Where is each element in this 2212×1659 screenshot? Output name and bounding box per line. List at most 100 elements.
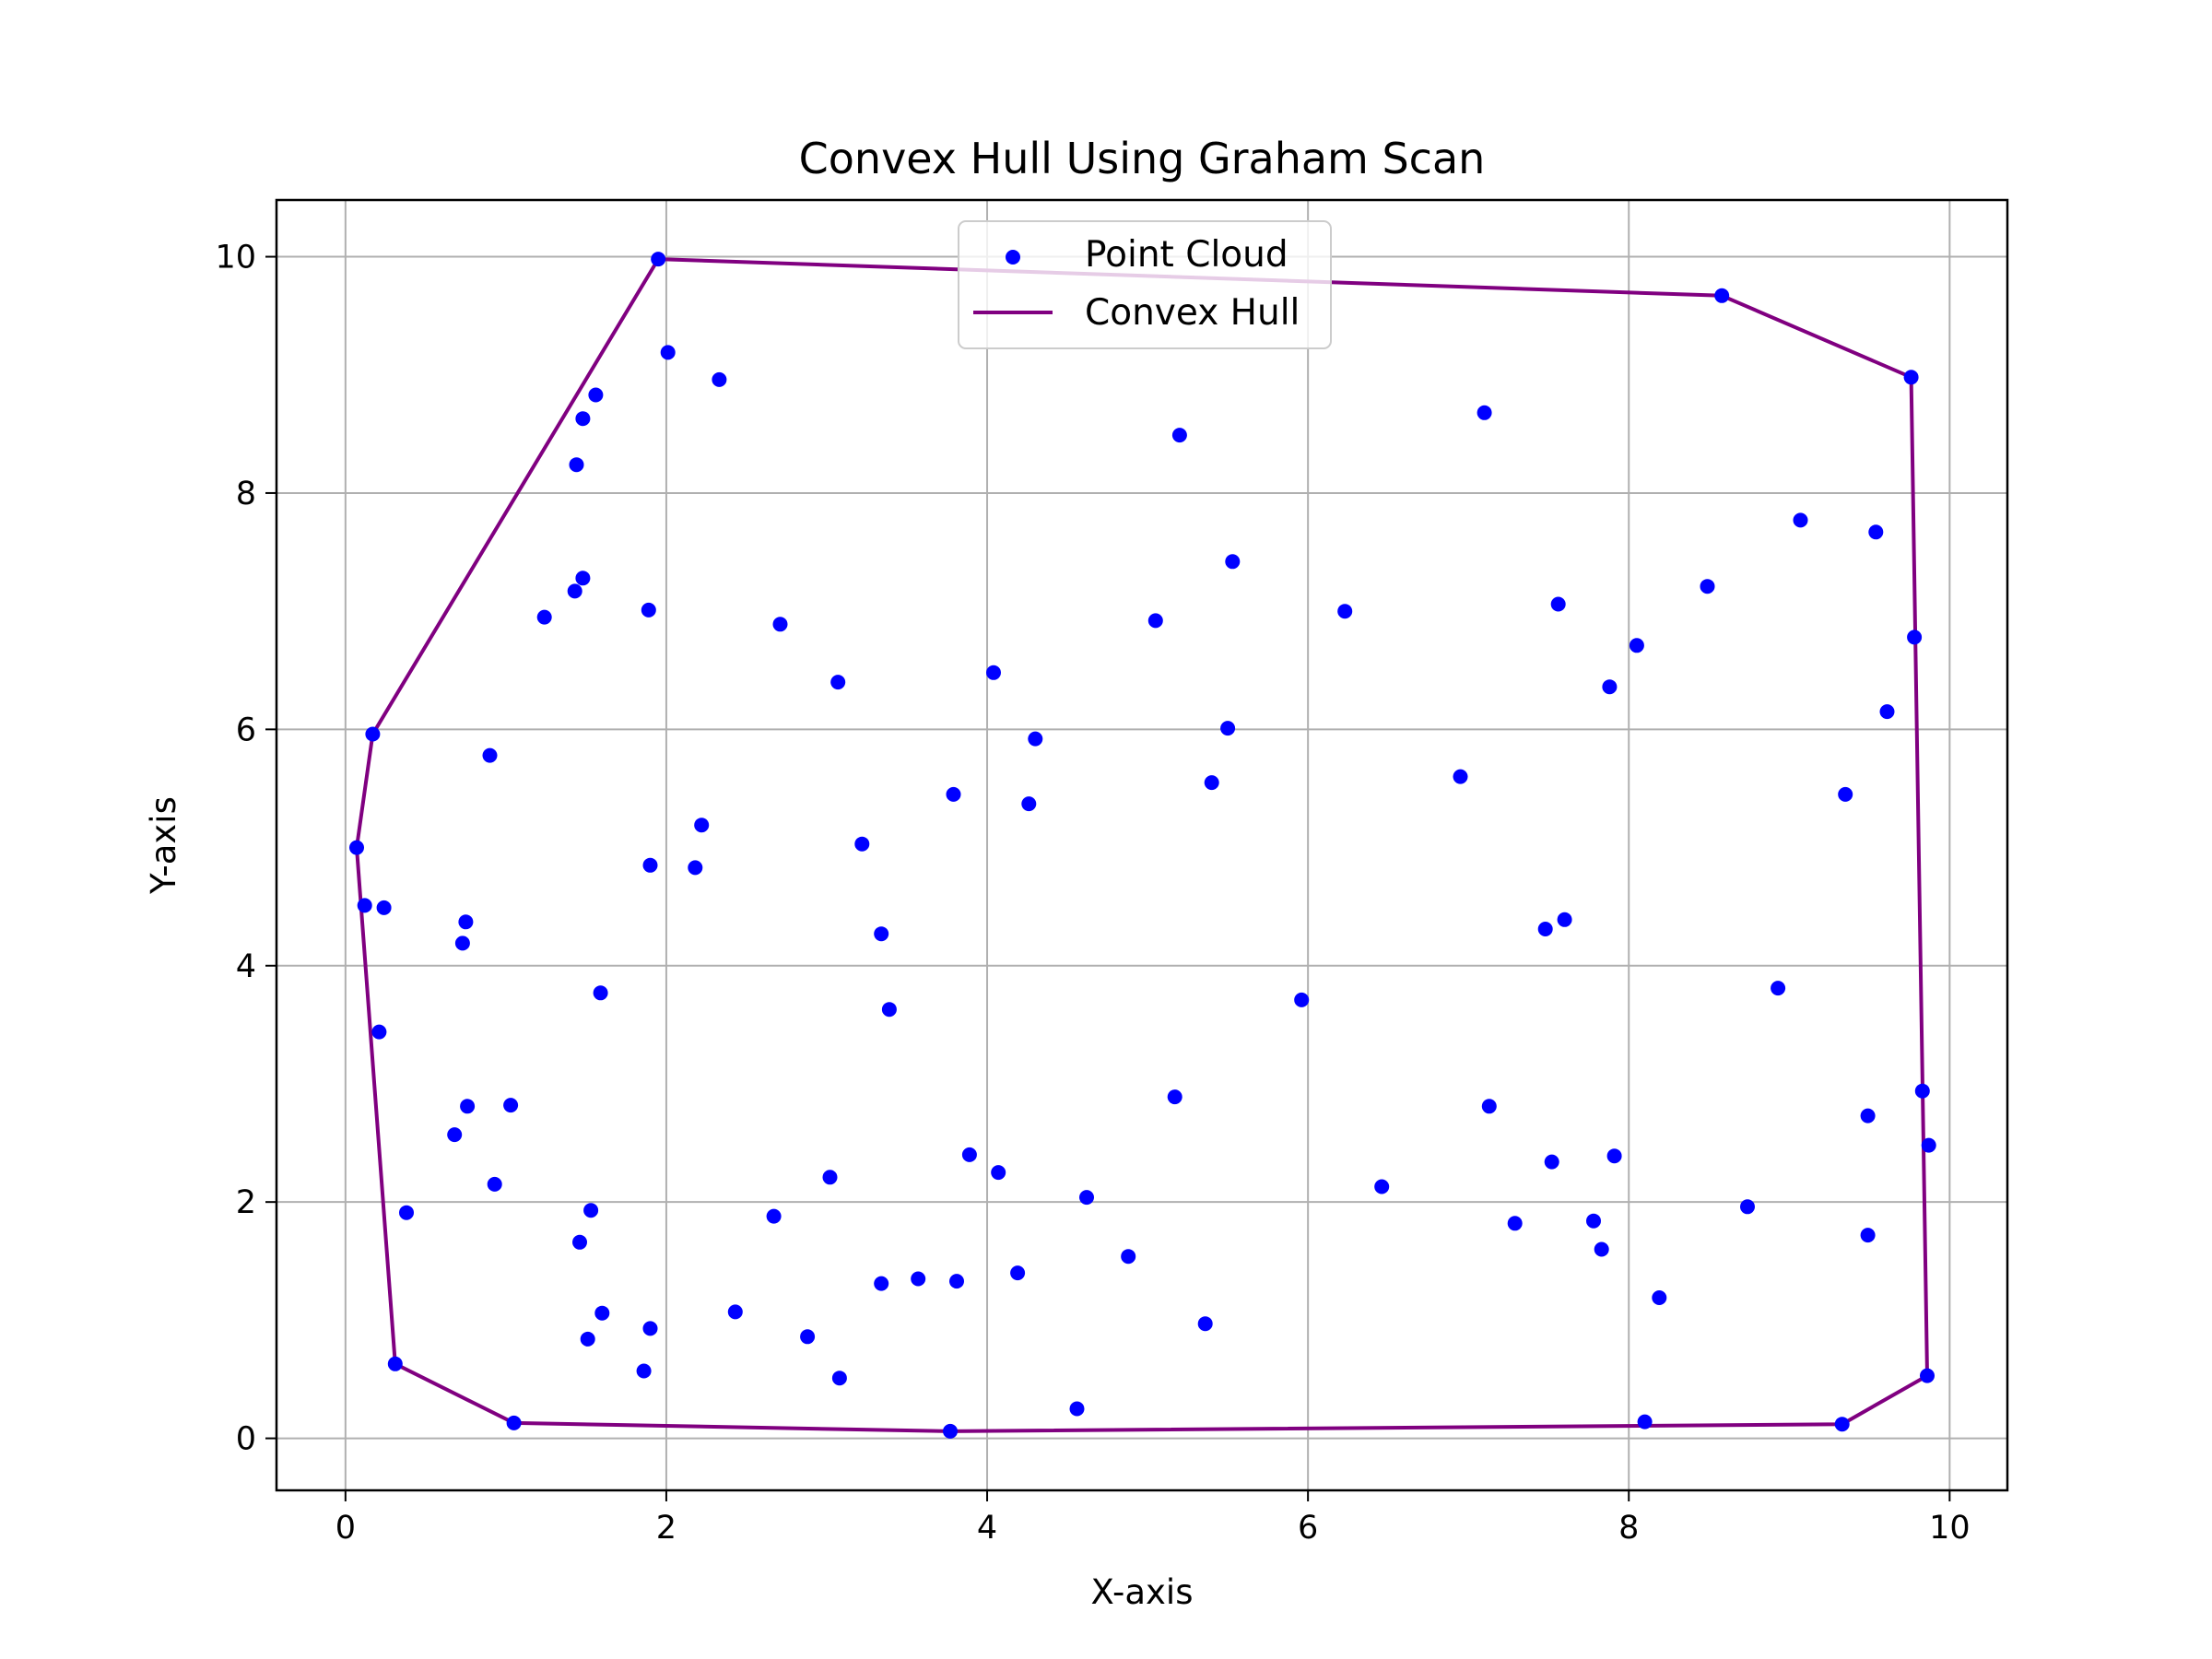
data-point xyxy=(1740,1199,1755,1215)
data-point xyxy=(594,1305,610,1321)
data-point xyxy=(487,1176,502,1192)
data-point xyxy=(1220,721,1236,736)
data-point xyxy=(1771,981,1786,996)
x-tick-label: 8 xyxy=(1618,1510,1639,1547)
legend-label-convex-hull: Convex Hull xyxy=(1085,292,1300,334)
y-tick-label: 10 xyxy=(215,240,256,276)
data-point xyxy=(387,1356,403,1371)
data-point xyxy=(991,1165,1006,1181)
data-point xyxy=(1860,1108,1876,1124)
legend: Point Cloud Convex Hull xyxy=(958,220,1332,349)
data-point xyxy=(572,1234,587,1250)
data-point xyxy=(772,617,788,632)
data-point xyxy=(830,675,846,690)
data-point xyxy=(1920,1368,1935,1383)
data-point xyxy=(1197,1316,1213,1332)
legend-box xyxy=(958,220,1332,349)
data-point xyxy=(688,860,703,876)
y-tick-label: 6 xyxy=(236,712,256,748)
data-point xyxy=(588,387,604,403)
data-point xyxy=(1652,1290,1667,1305)
grid xyxy=(276,200,2007,1490)
axis-ticks: 0 2 4 6 8 10 0 2 4 6 8 10 xyxy=(215,240,1970,1547)
data-point xyxy=(1860,1228,1876,1243)
data-point xyxy=(651,252,666,267)
data-point xyxy=(822,1170,838,1185)
data-point xyxy=(831,1371,847,1386)
data-point xyxy=(1921,1137,1936,1153)
data-point xyxy=(1868,524,1884,540)
data-point xyxy=(1374,1179,1390,1194)
data-point xyxy=(458,914,474,930)
data-point xyxy=(357,898,372,913)
data-point xyxy=(874,1276,889,1291)
data-point xyxy=(1147,613,1163,629)
data-point xyxy=(371,1024,387,1040)
data-point xyxy=(1481,1099,1497,1114)
data-point xyxy=(1010,1265,1026,1281)
legend-marker-point-cloud xyxy=(1006,250,1020,265)
data-point xyxy=(567,583,582,599)
data-point xyxy=(986,665,1001,680)
data-point xyxy=(1028,731,1043,747)
data-point xyxy=(1069,1401,1085,1417)
data-point xyxy=(660,345,676,360)
data-point xyxy=(575,411,591,427)
point-cloud-series xyxy=(349,252,1936,1439)
data-point xyxy=(1021,796,1037,812)
data-point xyxy=(1477,405,1492,420)
data-point xyxy=(460,1099,476,1114)
data-point xyxy=(593,985,608,1001)
data-point xyxy=(1606,1148,1622,1164)
data-point xyxy=(854,836,870,852)
data-point xyxy=(1167,1089,1182,1105)
y-tick-label: 0 xyxy=(236,1421,256,1458)
x-tick-label: 4 xyxy=(977,1510,997,1547)
data-point xyxy=(580,1331,595,1347)
data-point xyxy=(1602,679,1618,695)
x-tick-label: 6 xyxy=(1298,1510,1318,1547)
data-point xyxy=(766,1208,782,1224)
data-point xyxy=(1714,288,1730,303)
data-point xyxy=(1586,1213,1601,1229)
data-point xyxy=(946,786,961,802)
data-point xyxy=(482,747,498,763)
data-point xyxy=(1544,1154,1559,1170)
data-point xyxy=(642,1321,658,1336)
legend-label-point-cloud: Point Cloud xyxy=(1085,234,1288,276)
x-tick-label: 10 xyxy=(1929,1510,1971,1547)
data-point xyxy=(1550,596,1566,612)
data-point xyxy=(569,457,584,473)
data-point xyxy=(1637,1414,1653,1430)
data-point xyxy=(881,1002,897,1018)
y-tick-label: 8 xyxy=(236,476,256,512)
data-point xyxy=(1121,1249,1136,1265)
x-axis-label: X-axis xyxy=(1091,1572,1194,1612)
data-point xyxy=(1594,1241,1609,1257)
data-point xyxy=(943,1423,958,1439)
x-tick-label: 0 xyxy=(335,1510,356,1547)
data-point xyxy=(1838,786,1853,802)
data-point xyxy=(1171,428,1187,443)
data-point xyxy=(1907,629,1923,645)
data-point xyxy=(961,1147,977,1162)
data-point xyxy=(1079,1190,1094,1206)
data-point xyxy=(911,1271,926,1287)
data-point xyxy=(503,1098,519,1113)
data-point xyxy=(583,1203,599,1218)
data-point xyxy=(1294,992,1310,1007)
x-tick-label: 2 xyxy=(656,1510,677,1547)
data-point xyxy=(1204,775,1219,791)
data-point xyxy=(727,1304,743,1320)
data-point xyxy=(1453,769,1468,784)
data-point xyxy=(641,602,656,618)
data-point xyxy=(1537,922,1553,936)
data-point xyxy=(1557,912,1572,927)
data-point xyxy=(575,571,591,586)
data-point xyxy=(642,857,658,873)
data-point xyxy=(349,840,364,855)
chart-title: Convex Hull Using Graham Scan xyxy=(799,134,1486,183)
data-point xyxy=(874,926,889,942)
data-point xyxy=(1834,1417,1850,1432)
